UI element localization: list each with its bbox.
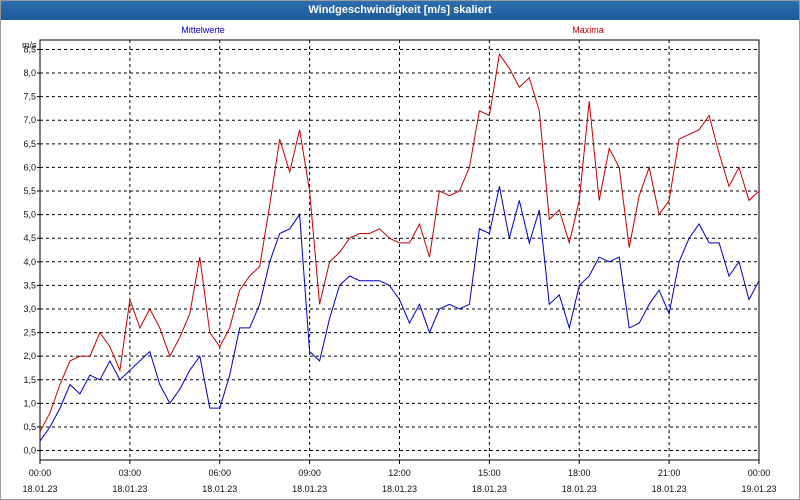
y-tick-label: 4,0 (23, 257, 36, 267)
y-tick-label: 3,5 (23, 280, 36, 290)
series-line-maxima (39, 52, 760, 432)
legend-mittelwerte: Mittelwerte (181, 25, 225, 35)
x-tick-date-label: 18.01.23 (202, 484, 237, 494)
y-tick-label: 8,5 (23, 44, 36, 54)
y-tick-label: 7,0 (23, 115, 36, 125)
y-tick-label: 5,0 (23, 210, 36, 220)
x-tick-time-label: 09:00 (298, 468, 321, 478)
series-line-mittelwerte (39, 186, 760, 442)
y-tick-label: 2,0 (23, 351, 36, 361)
x-tick-time-label: 06:00 (208, 468, 231, 478)
y-tick-label: 1,5 (23, 375, 36, 385)
x-tick-time-label: 03:00 (119, 468, 142, 478)
y-tick-label: 6,5 (23, 139, 36, 149)
x-tick-time-label: 15:00 (478, 468, 501, 478)
y-tick-label: 7,5 (23, 92, 36, 102)
y-tick-label: 2,5 (23, 328, 36, 338)
x-tick-date-label: 18.01.23 (22, 484, 57, 494)
y-tick-label: 1,0 (23, 398, 36, 408)
x-tick-date-label: 19.01.23 (741, 484, 776, 494)
y-tick-label: 0,5 (23, 422, 36, 432)
y-tick-label: 0,0 (23, 446, 36, 456)
y-tick-label: 8,0 (23, 68, 36, 78)
x-tick-date-label: 18.01.23 (562, 484, 597, 494)
y-axis-ticks: 0,0 0,5 1,0 1,5 2,0 2,5 3,0 3,5 4,0 4,5 5,0 5,5 6,0 6… (23, 44, 40, 456)
x-tick-time-label: 00:00 (29, 468, 52, 478)
x-tick-date-label: 18.01.23 (112, 484, 147, 494)
x-tick-date-label: 18.01.23 (652, 484, 687, 494)
y-tick-label: 3,0 (23, 304, 36, 314)
x-tick-time-label: 12:00 (388, 468, 411, 478)
y-axis-label: m/s (22, 40, 37, 50)
x-tick-time-label: 00:00 (748, 468, 771, 478)
grid-lines (40, 40, 759, 460)
x-axis-ticks: 00:00 18.01.23 03:00 18.01.23 06:00 18.01.23 0… (22, 460, 777, 494)
x-tick-date-label: 18.01.23 (382, 484, 417, 494)
window-title: Windgeschwindigkeit [m/s] skaliert (1, 1, 799, 20)
x-tick-time-label: 18:00 (568, 468, 591, 478)
legend-maxima: Maxima (572, 25, 604, 35)
y-tick-label: 6,0 (23, 162, 36, 172)
x-tick-date-label: 18.01.23 (472, 484, 507, 494)
y-tick-label: 4,5 (23, 233, 36, 243)
x-tick-date-label: 18.01.23 (292, 484, 327, 494)
y-tick-label: 5,5 (23, 186, 36, 196)
x-tick-time-label: 21:00 (658, 468, 681, 478)
series-lines (39, 52, 760, 442)
